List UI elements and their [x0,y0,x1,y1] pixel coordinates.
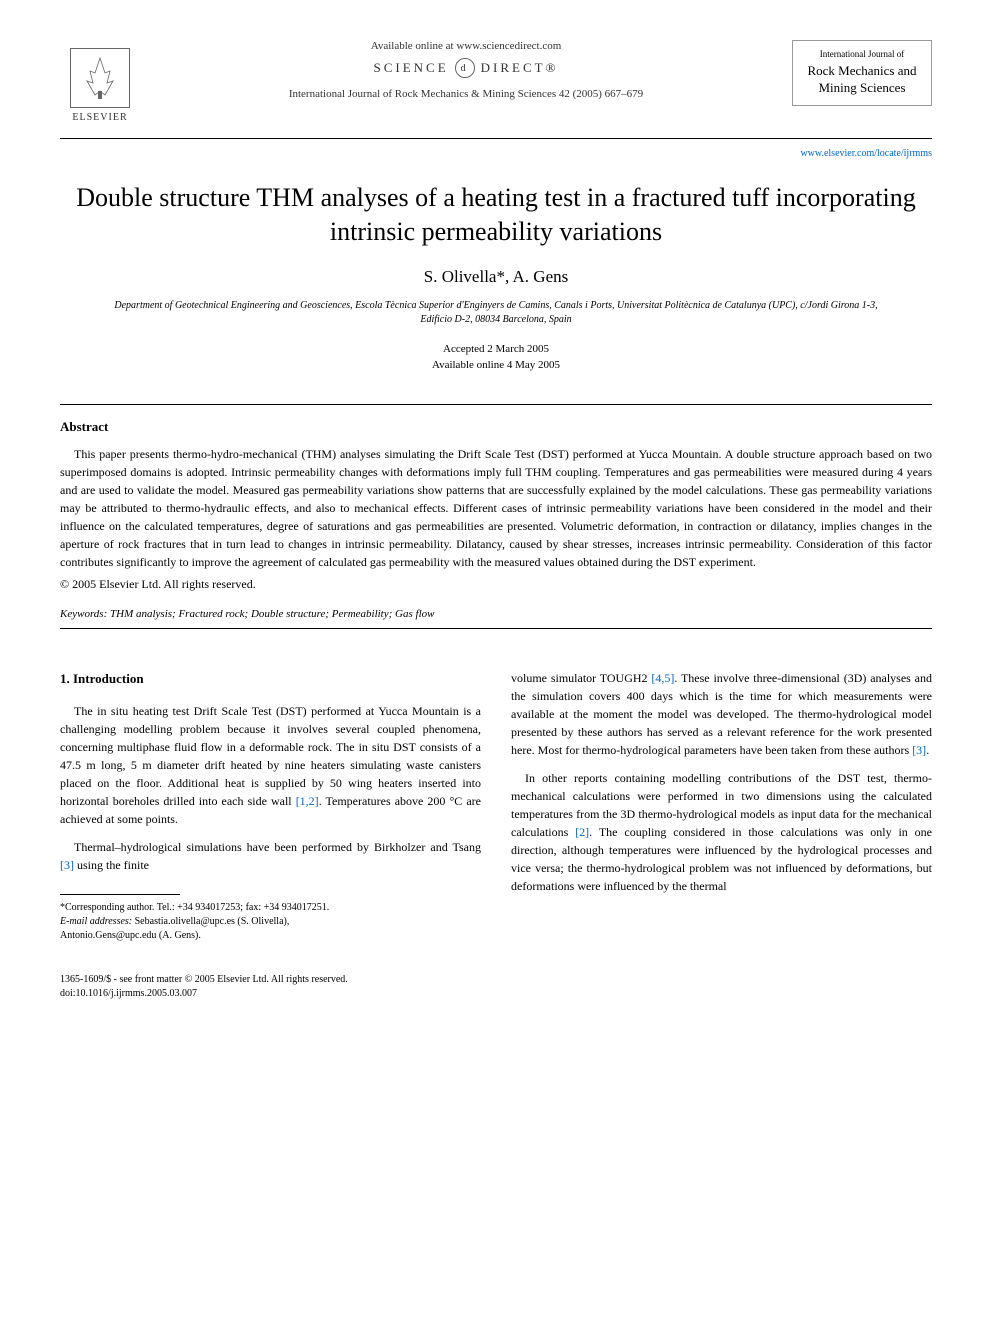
email-row: E-mail addresses: Sebastia.olivella@upc.… [60,915,481,929]
section-1-heading: 1. Introduction [60,669,481,689]
footnote-block: *Corresponding author. Tel.: +34 9340172… [60,901,481,943]
journal-url-row: www.elsevier.com/locate/ijrmms [60,143,932,161]
intro-p1-text: The in situ heating test Drift Scale Tes… [60,704,481,808]
abstract-top-rule [60,404,932,405]
doi-line: doi:10.1016/j.ijrmms.2005.03.007 [60,987,932,1001]
keywords-label: Keywords: [60,608,107,620]
issn-line: 1365-1609/$ - see front matter © 2005 El… [60,973,932,987]
science-direct-text2: DIRECT® [481,60,559,76]
corresponding-author: *Corresponding author. Tel.: +34 9340172… [60,901,481,915]
email-label: E-mail addresses: [60,916,132,927]
available-online-text: Available online at www.sciencedirect.co… [160,40,772,52]
science-direct-text1: SCIENCE [374,60,449,76]
two-column-body: 1. Introduction The in situ heating test… [60,669,932,944]
intro-para-1: The in situ heating test Drift Scale Tes… [60,702,481,828]
abstract-text: This paper presents thermo-hydro-mechani… [60,445,932,571]
article-title: Double structure THM analyses of a heati… [60,181,932,249]
science-direct-icon: d [455,58,475,78]
dates-block: Accepted 2 March 2005 Available online 4… [60,341,932,374]
right-column: volume simulator TOUGH2 [4,5]. These inv… [511,669,932,944]
intro-p2-start: Thermal–hydrological simulations have be… [74,840,481,854]
journal-url-link[interactable]: www.elsevier.com/locate/ijrmms [800,148,932,159]
journal-reference: International Journal of Rock Mechanics … [160,88,772,100]
available-date: Available online 4 May 2005 [60,357,932,374]
journal-title-box: International Journal of Rock Mechanics … [792,40,932,106]
authors: S. Olivella*, A. Gens [60,267,932,287]
elsevier-label: ELSEVIER [72,112,127,123]
abstract-heading: Abstract [60,419,932,435]
ref-link-3b[interactable]: [3] [912,743,926,757]
affiliation: Department of Geotechnical Engineering a… [60,299,932,327]
header-divider [60,138,932,139]
right-para-1: volume simulator TOUGH2 [4,5]. These inv… [511,669,932,759]
right-para-2: In other reports containing modelling co… [511,769,932,895]
header-row: ELSEVIER Available online at www.science… [60,40,932,130]
ref-link-4-5[interactable]: [4,5] [651,671,674,685]
abstract-body: This paper presents thermo-hydro-mechani… [60,447,932,569]
keywords-list: THM analysis; Fractured rock; Double str… [107,608,434,620]
science-direct-logo: SCIENCE d DIRECT® [160,58,772,78]
accepted-date: Accepted 2 March 2005 [60,341,932,358]
journal-title-main: Rock Mechanics and Mining Sciences [799,63,925,97]
abstract-copyright: © 2005 Elsevier Ltd. All rights reserved… [60,577,932,592]
r-p1-end: . [926,743,929,757]
ref-link-1-2[interactable]: [1,2] [296,794,319,808]
header-center: Available online at www.sciencedirect.co… [140,40,792,100]
intro-para-2: Thermal–hydrological simulations have be… [60,838,481,874]
email-2: Antonio.Gens@upc.edu (A. Gens). [60,929,481,943]
footnote-separator [60,894,180,895]
intro-p2-end: using the finite [74,858,149,872]
email-1: Sebastia.olivella@upc.es (S. Olivella), [132,916,289,927]
left-column: 1. Introduction The in situ heating test… [60,669,481,944]
elsevier-logo: ELSEVIER [60,40,140,130]
ref-link-3[interactable]: [3] [60,858,74,872]
elsevier-tree-icon [70,48,130,108]
ref-link-2[interactable]: [2] [575,825,589,839]
r-p1-start: volume simulator TOUGH2 [511,671,651,685]
keywords-row: Keywords: THM analysis; Fractured rock; … [60,608,932,620]
keywords-rule [60,628,932,629]
footer-row: 1365-1609/$ - see front matter © 2005 El… [60,973,932,1001]
journal-title-prefix: International Journal of [799,49,925,59]
